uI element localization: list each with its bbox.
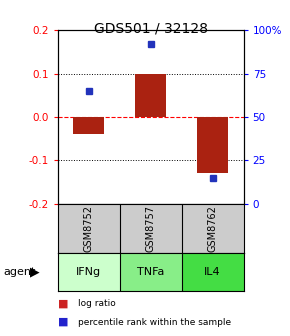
Bar xyxy=(197,117,228,173)
Bar xyxy=(73,117,104,134)
Text: ■: ■ xyxy=(58,317,68,327)
Text: GSM8757: GSM8757 xyxy=(146,205,156,252)
Text: ■: ■ xyxy=(58,298,68,308)
Text: IFNg: IFNg xyxy=(76,267,102,277)
Bar xyxy=(120,253,182,291)
Text: ▶: ▶ xyxy=(30,265,40,279)
Text: log ratio: log ratio xyxy=(78,299,116,308)
Text: IL4: IL4 xyxy=(204,267,221,277)
Text: GSM8752: GSM8752 xyxy=(84,205,94,252)
Text: GSM8762: GSM8762 xyxy=(208,205,218,252)
Bar xyxy=(182,253,244,291)
Text: percentile rank within the sample: percentile rank within the sample xyxy=(78,318,231,327)
Bar xyxy=(58,253,120,291)
Bar xyxy=(135,74,166,117)
Text: TNFa: TNFa xyxy=(137,267,164,277)
Text: GDS501 / 32128: GDS501 / 32128 xyxy=(94,22,208,36)
Text: agent: agent xyxy=(3,267,35,277)
